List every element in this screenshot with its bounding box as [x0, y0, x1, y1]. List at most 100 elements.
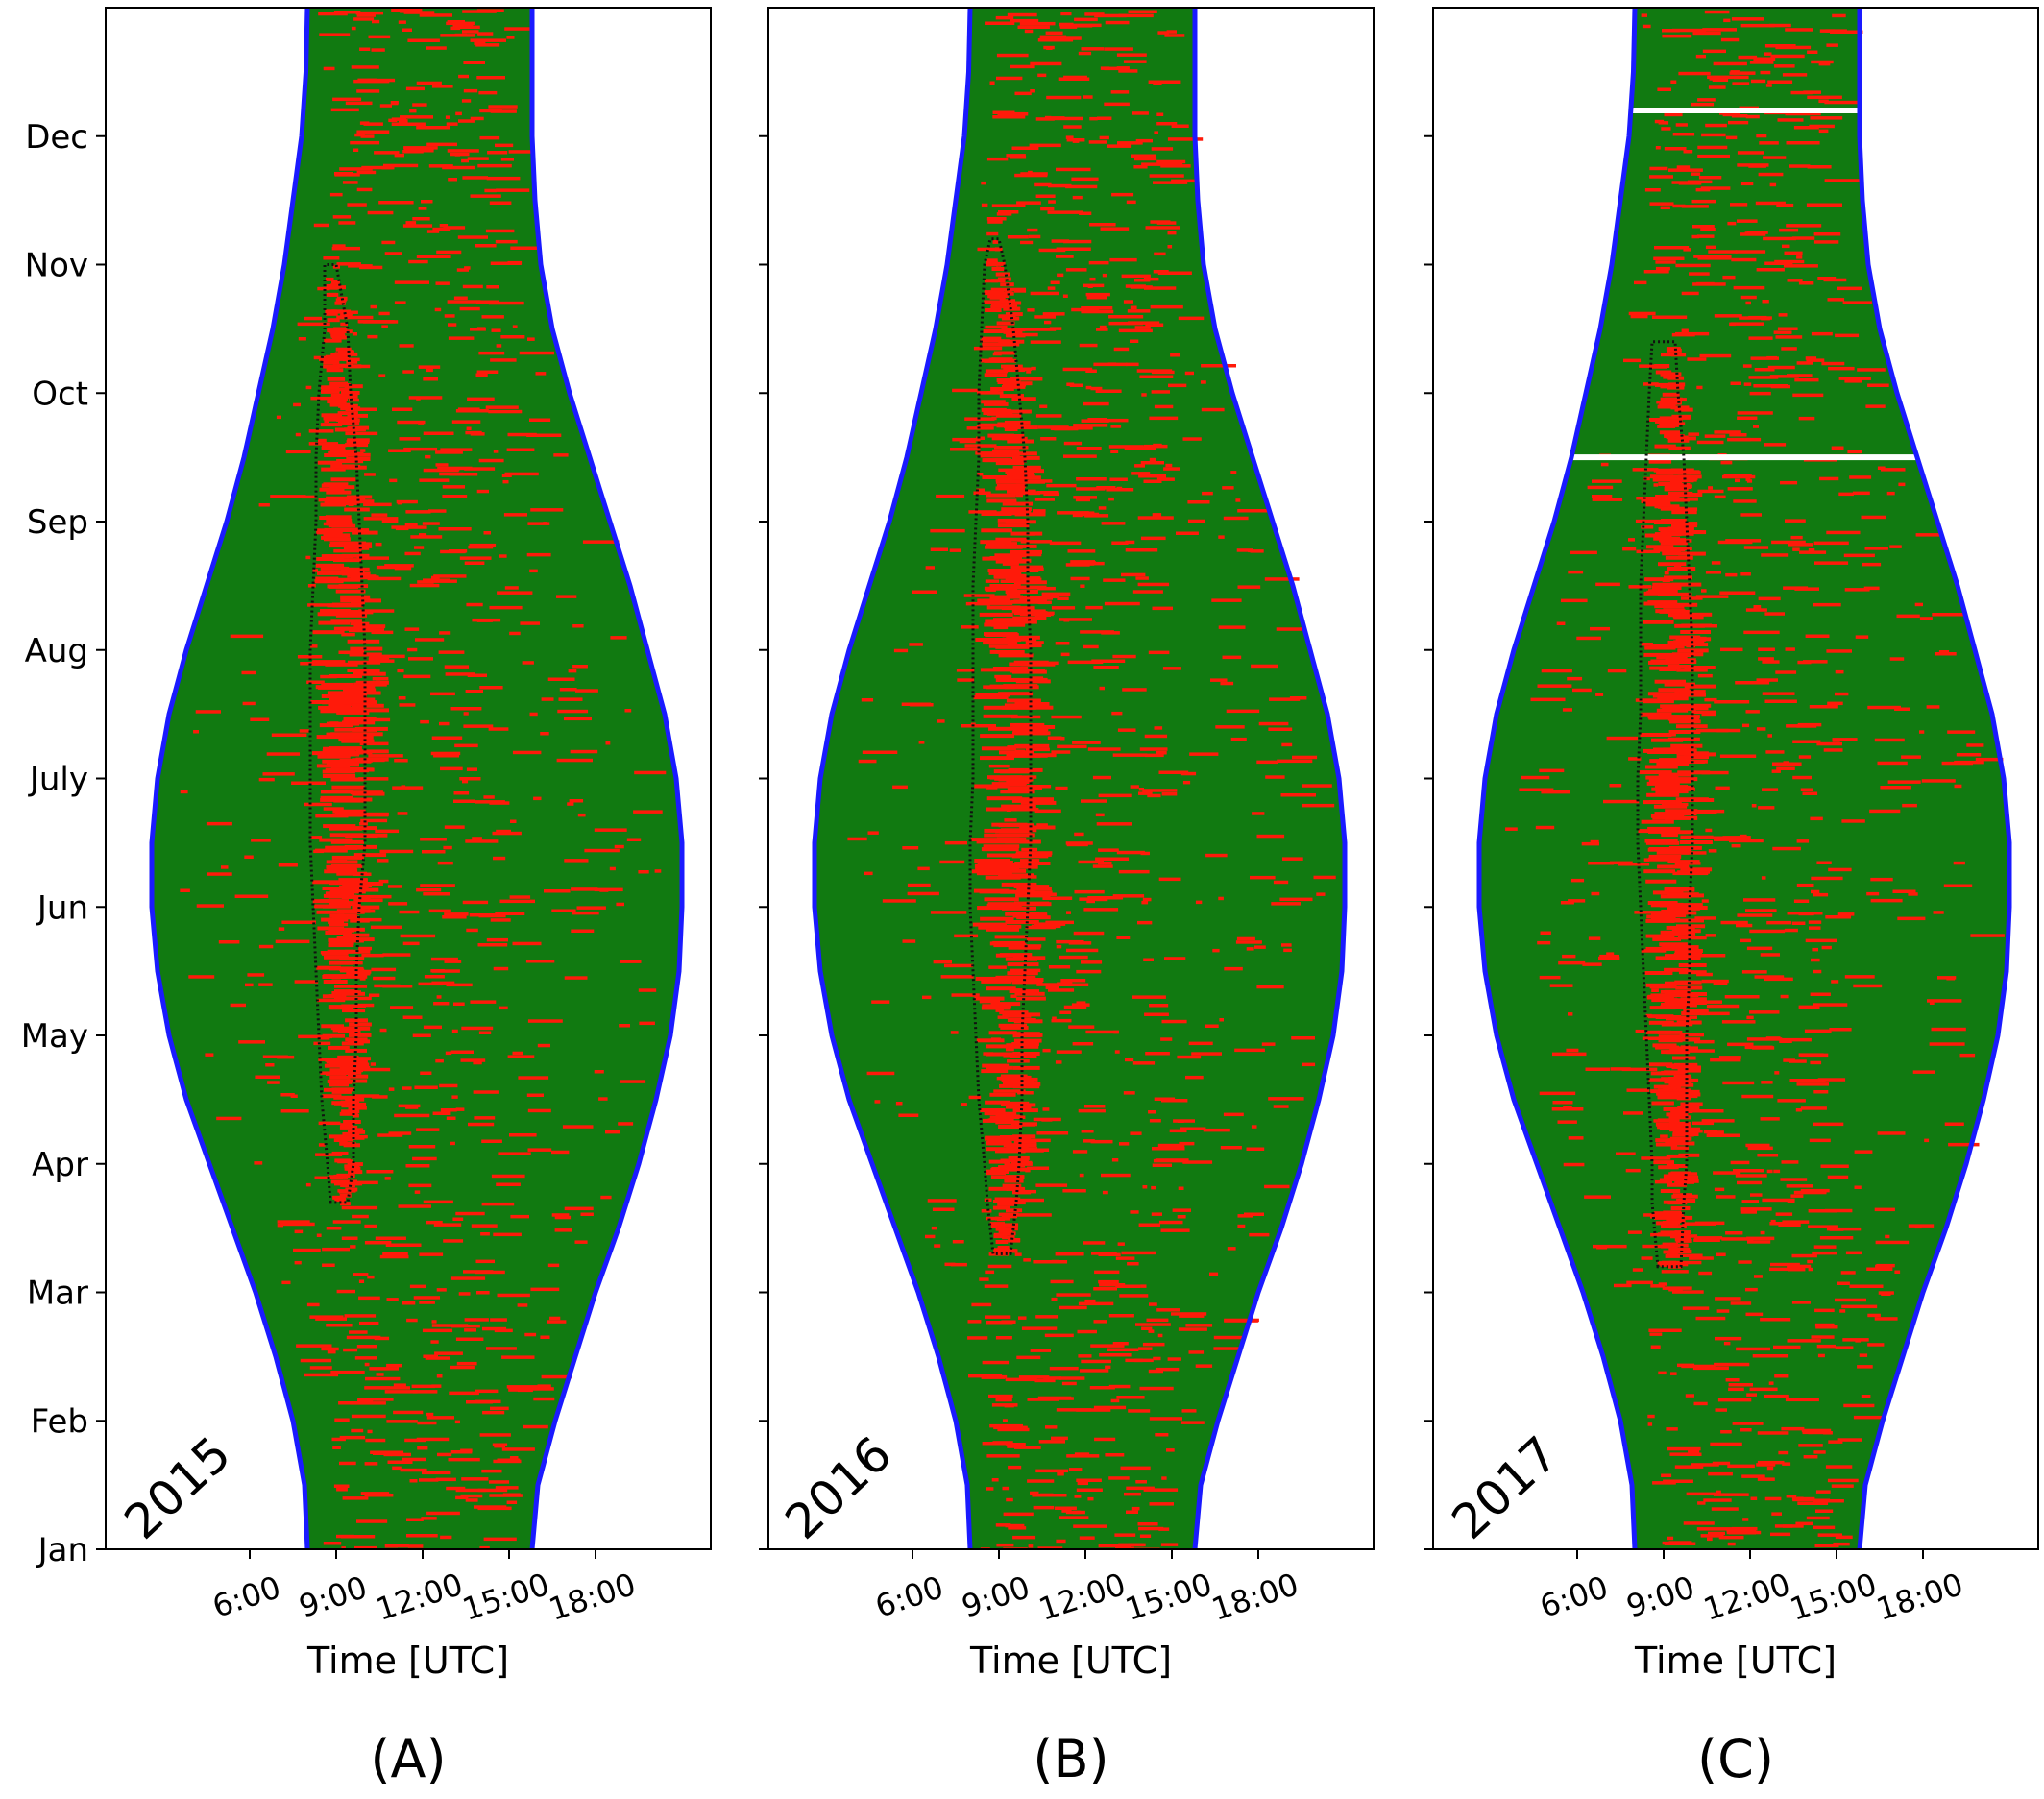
- detection-mark: [1790, 535, 1803, 540]
- detection-mark: [221, 865, 229, 869]
- detection-mark: [1046, 483, 1077, 488]
- detection-mark: [1145, 226, 1180, 230]
- detection-mark: [1158, 877, 1181, 882]
- detection-mark: [428, 164, 453, 168]
- y-tick-label: Apr: [32, 1146, 88, 1184]
- detection-mark: [1026, 370, 1032, 374]
- detection-mark: [1638, 829, 1671, 834]
- detection-mark: [1672, 1243, 1689, 1248]
- detection-mark: [1683, 1088, 1691, 1092]
- detection-mark: [1672, 1290, 1704, 1294]
- detection-mark: [1790, 90, 1813, 95]
- detection-mark: [1116, 850, 1145, 855]
- detection-mark: [995, 486, 1025, 491]
- detection-mark: [353, 671, 386, 676]
- detection-mark: [462, 779, 469, 784]
- detection-mark: [1662, 401, 1681, 404]
- detection-mark: [1563, 1162, 1585, 1167]
- detection-mark: [366, 1170, 394, 1174]
- detection-mark: [1060, 979, 1086, 983]
- detection-mark: [1853, 984, 1883, 988]
- detection-mark: [1975, 757, 2004, 762]
- detection-mark: [470, 432, 485, 436]
- detection-mark: [1224, 1318, 1259, 1323]
- detection-mark: [1771, 769, 1781, 773]
- detection-mark: [1051, 750, 1071, 754]
- detection-mark: [323, 360, 340, 365]
- detection-mark: [1673, 497, 1698, 501]
- detection-mark: [1044, 115, 1052, 120]
- detection-mark: [524, 1332, 537, 1337]
- detection-mark: [389, 478, 398, 483]
- detection-mark: [1251, 1125, 1257, 1129]
- detection-mark: [1012, 1134, 1036, 1139]
- detection-mark: [1145, 323, 1164, 327]
- detection-mark: [1012, 1083, 1040, 1088]
- detection-mark: [371, 48, 385, 52]
- detection-mark: [316, 910, 345, 914]
- detection-mark: [999, 394, 1024, 399]
- detection-mark: [553, 453, 569, 457]
- detection-mark: [324, 955, 350, 960]
- detection-mark: [1025, 641, 1044, 644]
- detection-mark: [1645, 499, 1671, 504]
- detection-mark: [373, 717, 391, 722]
- detection-mark: [435, 463, 449, 467]
- detection-mark: [412, 1156, 437, 1161]
- detection-mark: [1711, 561, 1721, 565]
- detection-mark: [453, 296, 468, 300]
- detection-mark: [987, 433, 1014, 438]
- detection-mark: [1185, 1324, 1213, 1327]
- detection-mark: [1693, 1238, 1720, 1242]
- detection-mark: [1672, 1231, 1690, 1236]
- detection-mark: [1055, 1252, 1084, 1256]
- detection-mark: [1676, 165, 1691, 169]
- detection-mark: [1750, 1193, 1763, 1197]
- detection-mark: [1000, 889, 1035, 894]
- detection-mark: [358, 917, 382, 922]
- detection-mark: [1049, 541, 1082, 546]
- detection-mark: [1744, 1045, 1773, 1050]
- detection-mark: [466, 1400, 493, 1404]
- detection-mark: [1642, 382, 1659, 386]
- detection-mark: [1690, 1109, 1724, 1113]
- detection-mark: [979, 612, 1013, 617]
- detection-mark: [506, 36, 515, 39]
- detection-mark: [1130, 785, 1139, 789]
- detection-mark: [993, 1089, 1026, 1093]
- detection-mark: [1954, 784, 1962, 789]
- detection-mark: [1668, 715, 1700, 719]
- detection-mark: [1218, 625, 1246, 629]
- detection-mark: [1747, 1240, 1771, 1244]
- detection-mark: [1931, 1027, 1966, 1032]
- detection-mark: [254, 1161, 263, 1165]
- detection-mark: [1772, 846, 1801, 851]
- detection-mark: [347, 1135, 365, 1140]
- detection-mark: [1167, 1357, 1181, 1361]
- detection-mark: [500, 158, 514, 161]
- detection-mark: [1649, 759, 1682, 764]
- detection-mark: [1681, 328, 1689, 332]
- detection-mark: [1656, 470, 1680, 474]
- detection-mark: [1755, 201, 1786, 206]
- detection-mark: [1831, 1484, 1854, 1488]
- detection-mark: [466, 928, 478, 933]
- detection-mark: [328, 922, 349, 927]
- detection-mark: [455, 111, 462, 116]
- detection-mark: [1668, 491, 1693, 496]
- detection-mark: [405, 221, 417, 225]
- detection-mark: [950, 448, 981, 451]
- detection-mark: [1730, 322, 1764, 326]
- detection-mark: [363, 122, 383, 126]
- detection-mark: [1011, 425, 1038, 430]
- detection-mark: [346, 1335, 381, 1340]
- detection-mark: [1813, 1003, 1848, 1007]
- detection-mark: [1654, 119, 1665, 124]
- detection-mark: [1015, 1213, 1052, 1217]
- detection-mark: [1653, 804, 1688, 809]
- detection-mark: [1675, 436, 1696, 441]
- detection-mark: [1667, 717, 1700, 721]
- detection-mark: [995, 15, 1014, 20]
- detection-mark: [280, 1093, 295, 1097]
- detection-mark: [1678, 963, 1707, 967]
